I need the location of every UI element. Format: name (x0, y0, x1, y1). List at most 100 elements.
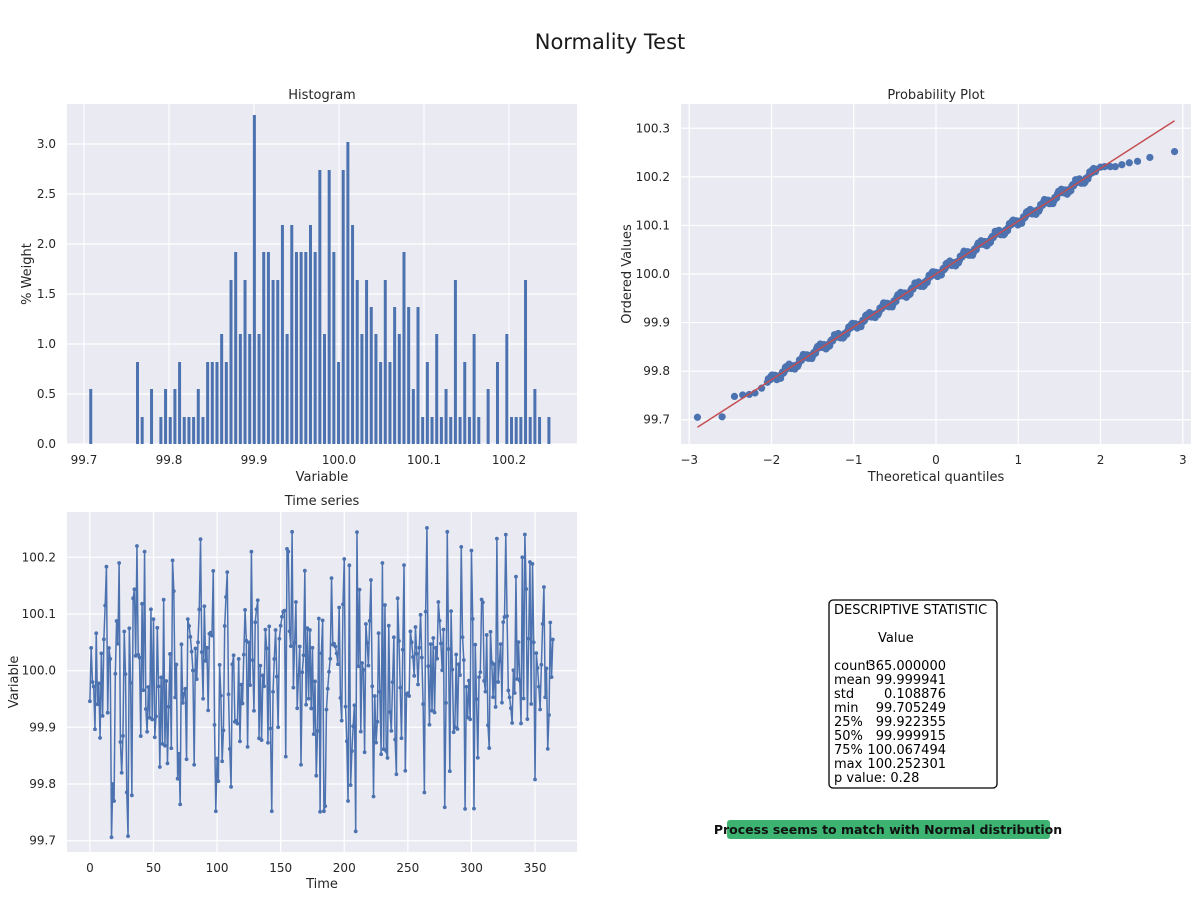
histogram-bar (206, 362, 210, 444)
time-series-point (318, 809, 322, 814)
time-series-point (127, 626, 132, 631)
histogram-bar (276, 280, 280, 444)
time-series-point (280, 614, 284, 619)
time-series-point (191, 668, 195, 673)
time-series-point (272, 657, 277, 661)
time-series-point (282, 608, 287, 613)
histogram-bar (234, 252, 238, 444)
stats-row-label: 50% (834, 729, 863, 744)
time-series-point (89, 645, 94, 650)
stats-row-label: 25% (834, 715, 863, 730)
histogram-bar (538, 417, 542, 444)
probability-y-tick-label: 100.2 (636, 170, 670, 184)
time-series-point (154, 714, 158, 719)
time-series-point (260, 673, 265, 678)
histogram-bar (323, 334, 327, 444)
probability-x-tick-label: 0 (932, 453, 940, 467)
time-series-point (150, 717, 155, 722)
time-series-x-label: Time (305, 877, 338, 892)
time-series-point (198, 537, 203, 542)
time-series-point (113, 671, 118, 676)
histogram-bar (173, 389, 177, 444)
time-series-point (104, 564, 109, 569)
time-series-point (255, 598, 260, 603)
time-series-point (136, 652, 141, 657)
time-series-point (140, 601, 144, 606)
histogram-bar (374, 334, 378, 444)
time-series-point (360, 661, 364, 665)
time-series-point (306, 696, 311, 701)
probability-title: Probability Plot (887, 88, 984, 103)
time-series-point (210, 633, 214, 638)
time-series-point (291, 685, 296, 690)
histogram-bar (407, 307, 411, 444)
time-series-point (343, 704, 348, 709)
probability-y-ticks: 99.7 99.8 99.9 100.0 100.1 100.2 100.3 (636, 121, 670, 426)
time-series-point (369, 578, 373, 582)
histogram-bar (248, 334, 252, 444)
time-series-point (384, 749, 389, 753)
time-series-point (472, 806, 476, 811)
histogram-x-tick-label: 99.8 (156, 453, 183, 467)
probability-fit-line (697, 120, 1175, 428)
time-series-point (341, 602, 345, 607)
time-series-point (267, 624, 272, 629)
histogram-bar (243, 280, 247, 444)
time-series-point (366, 663, 371, 668)
histogram-panel: 99.7 99.8 99.9 100.0 100.1 100.2 0.0 0.5 1.0 1.5… (20, 88, 577, 485)
time-series-point (273, 628, 278, 632)
time-series-point (310, 645, 315, 650)
time-series-x-tick-label: 50 (146, 861, 161, 875)
time-series-point (109, 835, 114, 840)
time-series-point (540, 622, 545, 626)
time-series-point (126, 834, 130, 839)
time-series-point (456, 662, 461, 667)
time-series-point (103, 603, 108, 608)
time-series-point (516, 640, 521, 645)
time-series-point (254, 607, 259, 612)
time-series-point (334, 651, 339, 656)
histogram-bar (351, 225, 355, 444)
time-series-point (439, 641, 443, 646)
time-series-panel: 0 50 100 150 200 250 300 350 99.7 99.8 99.9 100.0 1… (7, 494, 577, 892)
time-series-point (409, 640, 414, 645)
time-series-point (96, 681, 101, 686)
time-series-point (544, 666, 549, 671)
time-series-point (461, 658, 466, 662)
histogram-bar (463, 362, 467, 444)
probability-y-tick-label: 99.7 (643, 413, 670, 427)
time-series-point (296, 673, 301, 678)
histogram-bar (294, 252, 298, 444)
histogram-bar (346, 142, 350, 444)
stats-box: DESCRIPTIVE STATISTIC Value count365.000… (828, 599, 998, 789)
time-series-point (286, 549, 291, 554)
time-series-point (550, 637, 555, 642)
time-series-point (397, 639, 401, 643)
time-series-point (398, 685, 403, 690)
time-series-point (357, 587, 362, 592)
time-series-point (135, 544, 139, 548)
time-series-point (496, 680, 501, 684)
time-series-point (143, 707, 148, 711)
time-series-point (483, 689, 488, 694)
histogram-bar (472, 334, 476, 444)
stats-row-label: count (834, 659, 871, 674)
time-series-point (277, 636, 282, 641)
histogram-bar (383, 280, 387, 444)
histogram-bar (164, 389, 168, 444)
time-series-point (185, 617, 190, 621)
histogram-bar (168, 417, 172, 444)
histogram-x-tick-label: 99.7 (71, 453, 98, 467)
time-series-point (91, 684, 96, 689)
time-series-point (519, 721, 523, 726)
time-series-point (225, 570, 230, 575)
probability-point (730, 392, 739, 400)
time-series-point (87, 699, 92, 704)
time-series-point (94, 631, 99, 636)
time-series-point (180, 700, 185, 705)
time-series-point (324, 707, 329, 712)
time-series-y-tick-label: 100.1 (22, 607, 56, 621)
time-series-point (375, 719, 380, 724)
time-series-point (100, 714, 105, 718)
time-series-point (542, 585, 546, 589)
